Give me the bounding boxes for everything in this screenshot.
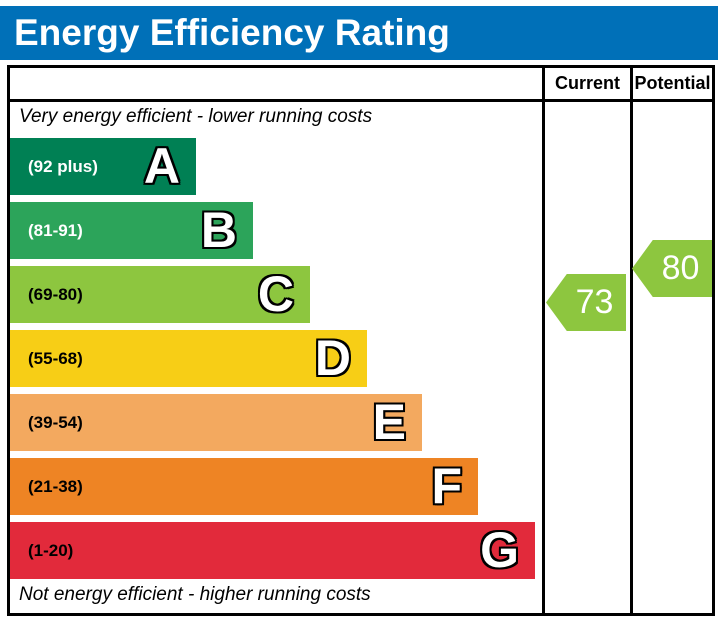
chart-header: Energy Efficiency Rating [0, 6, 718, 60]
band-row-e: (39-54) E [10, 394, 422, 451]
band-c-letter: C [257, 266, 294, 322]
band-row-d: (55-68) D [10, 330, 367, 387]
potential-rating-value: 80 [661, 249, 700, 287]
band-a-letter: A [143, 138, 180, 194]
band-row-c: (69-80) C [10, 266, 310, 323]
current-rating-value: 73 [575, 283, 614, 321]
band-f-letter: F [431, 458, 462, 514]
potential-column-divider [630, 68, 633, 613]
band-e-letter: E [372, 394, 406, 450]
band-row-b: (81-91) B [10, 202, 253, 259]
top-note: Very energy efficient - lower running co… [19, 106, 373, 127]
band-d-letter: D [314, 330, 351, 386]
band-g-letter: G [480, 522, 519, 578]
current-rating-marker: 73 [546, 274, 626, 331]
potential-column-header: Potential [634, 73, 711, 93]
bottom-note: Not energy efficient - higher running co… [19, 584, 371, 605]
band-e-range-label: (39-54) [28, 412, 83, 432]
band-row-f: (21-38) F [10, 458, 478, 515]
band-row-a: (92 plus) A [10, 138, 196, 195]
band-c-range-label: (69-80) [28, 284, 83, 304]
chart-title: Energy Efficiency Rating [14, 12, 450, 53]
band-a-range-label: (92 plus) [28, 156, 98, 176]
rating-table: Current Potential Very energy efficient … [7, 65, 715, 616]
current-column-header: Current [554, 73, 620, 93]
band-f-range-label: (21-38) [28, 476, 83, 496]
current-column-divider [542, 68, 545, 613]
band-b-letter: B [200, 202, 237, 258]
band-g-range-label: (1-20) [28, 540, 74, 560]
band-row-g: (1-20) G [10, 522, 535, 579]
potential-rating-marker: 80 [632, 240, 712, 297]
header-row-border [10, 99, 712, 102]
band-b-range-label: (81-91) [28, 220, 83, 240]
band-d-range-label: (55-68) [28, 348, 83, 368]
